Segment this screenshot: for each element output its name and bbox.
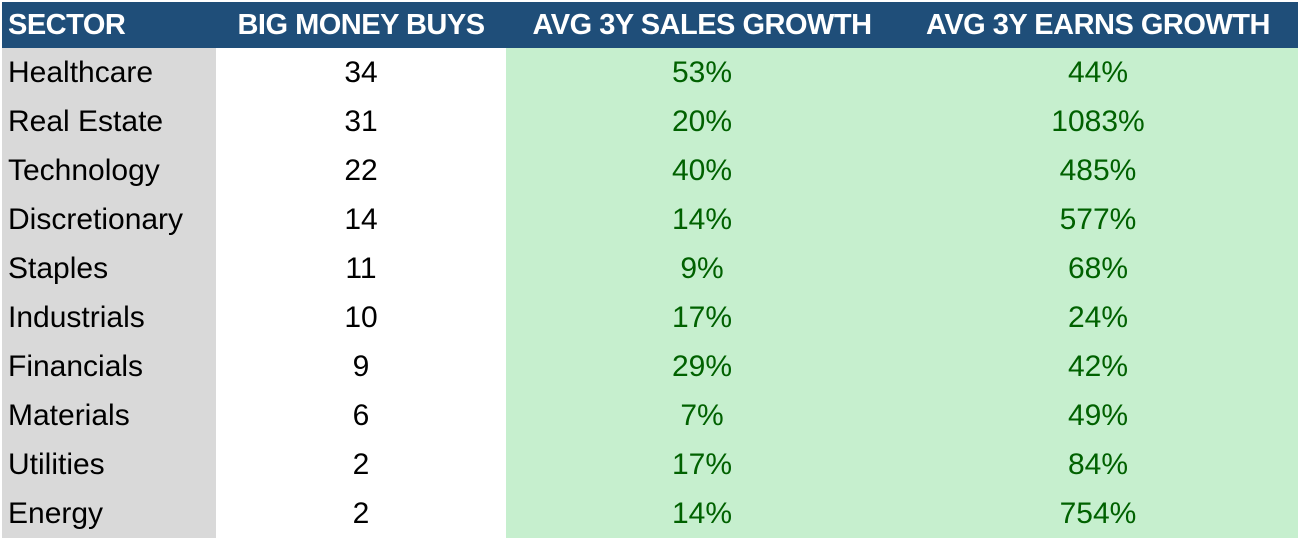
sales-growth-cell: 17% bbox=[506, 440, 898, 489]
buys-cell: 9 bbox=[216, 342, 506, 391]
sector-cell: Industrials bbox=[2, 293, 216, 342]
sales-growth-cell: 40% bbox=[506, 146, 898, 195]
buys-cell: 31 bbox=[216, 97, 506, 146]
table-row: Technology 22 40% 485% bbox=[2, 146, 1298, 195]
sector-cell: Staples bbox=[2, 244, 216, 293]
table-body: Healthcare 34 53% 44% Real Estate 31 20%… bbox=[2, 48, 1298, 538]
header-row: SECTOR BIG MONEY BUYS AVG 3Y SALES GROWT… bbox=[2, 2, 1298, 48]
table-row: Staples 11 9% 68% bbox=[2, 244, 1298, 293]
earns-growth-cell: 44% bbox=[898, 48, 1298, 97]
table-row: Real Estate 31 20% 1083% bbox=[2, 97, 1298, 146]
sales-growth-cell: 20% bbox=[506, 97, 898, 146]
header-avg-3y-earns-growth: AVG 3Y EARNS GROWTH bbox=[898, 2, 1298, 48]
sector-cell: Technology bbox=[2, 146, 216, 195]
earns-growth-cell: 754% bbox=[898, 489, 1298, 538]
header-avg-3y-sales-growth: AVG 3Y SALES GROWTH bbox=[506, 2, 898, 48]
sector-cell: Materials bbox=[2, 391, 216, 440]
sales-growth-cell: 14% bbox=[506, 489, 898, 538]
earns-growth-cell: 485% bbox=[898, 146, 1298, 195]
sales-growth-cell: 29% bbox=[506, 342, 898, 391]
earns-growth-cell: 1083% bbox=[898, 97, 1298, 146]
earns-growth-cell: 24% bbox=[898, 293, 1298, 342]
table-row: Discretionary 14 14% 577% bbox=[2, 195, 1298, 244]
buys-cell: 2 bbox=[216, 489, 506, 538]
buys-cell: 14 bbox=[216, 195, 506, 244]
header-big-money-buys: BIG MONEY BUYS bbox=[216, 2, 506, 48]
earns-growth-cell: 49% bbox=[898, 391, 1298, 440]
sector-cell: Discretionary bbox=[2, 195, 216, 244]
table-row: Energy 2 14% 754% bbox=[2, 489, 1298, 538]
earns-growth-cell: 577% bbox=[898, 195, 1298, 244]
earns-growth-cell: 42% bbox=[898, 342, 1298, 391]
table-row: Industrials 10 17% 24% bbox=[2, 293, 1298, 342]
earns-growth-cell: 68% bbox=[898, 244, 1298, 293]
table-row: Utilities 2 17% 84% bbox=[2, 440, 1298, 489]
buys-cell: 22 bbox=[216, 146, 506, 195]
earns-growth-cell: 84% bbox=[898, 440, 1298, 489]
sector-cell: Financials bbox=[2, 342, 216, 391]
buys-cell: 34 bbox=[216, 48, 506, 97]
table-row: Healthcare 34 53% 44% bbox=[2, 48, 1298, 97]
buys-cell: 11 bbox=[216, 244, 506, 293]
header-sector: SECTOR bbox=[2, 2, 216, 48]
sales-growth-cell: 53% bbox=[506, 48, 898, 97]
sales-growth-cell: 9% bbox=[506, 244, 898, 293]
buys-cell: 10 bbox=[216, 293, 506, 342]
sales-growth-cell: 7% bbox=[506, 391, 898, 440]
sector-cell: Real Estate bbox=[2, 97, 216, 146]
sector-cell: Healthcare bbox=[2, 48, 216, 97]
sales-growth-cell: 14% bbox=[506, 195, 898, 244]
buys-cell: 2 bbox=[216, 440, 506, 489]
table-row: Materials 6 7% 49% bbox=[2, 391, 1298, 440]
sector-cell: Utilities bbox=[2, 440, 216, 489]
sales-growth-cell: 17% bbox=[506, 293, 898, 342]
sector-cell: Energy bbox=[2, 489, 216, 538]
table-row: Financials 9 29% 42% bbox=[2, 342, 1298, 391]
table-header: SECTOR BIG MONEY BUYS AVG 3Y SALES GROWT… bbox=[2, 2, 1298, 48]
buys-cell: 6 bbox=[216, 391, 506, 440]
